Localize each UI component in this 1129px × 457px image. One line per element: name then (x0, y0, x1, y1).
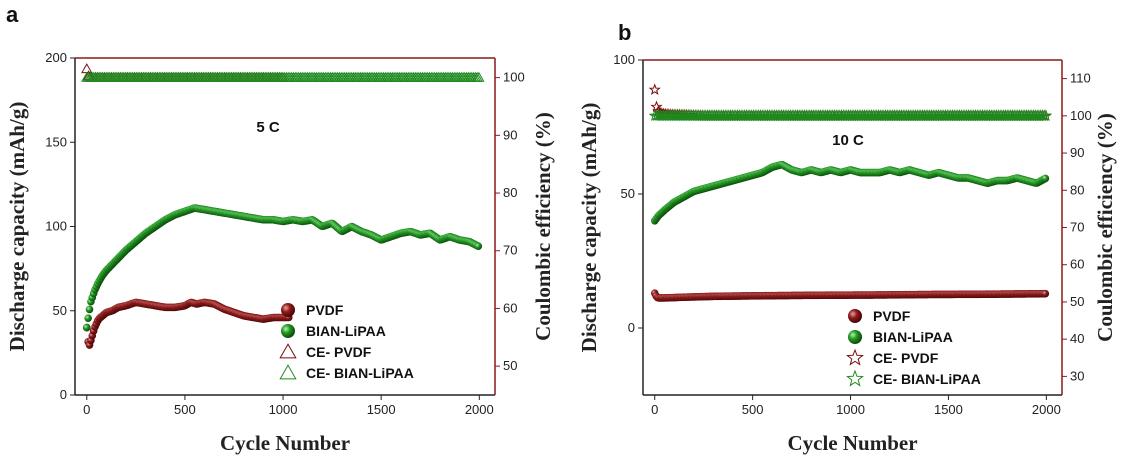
data-marks (81, 63, 485, 349)
x-axis-title: Cycle Number (220, 431, 350, 455)
panel-b: b 0 500 1000 1500 2000 0 50 100 30 40 50 60 70 80 90 100… (577, 20, 1117, 455)
legend-marker (281, 324, 295, 338)
y2-tick-label: 90 (1070, 145, 1084, 160)
y2-tick-label: 60 (1070, 257, 1084, 272)
point-ce-pvdf (81, 63, 93, 74)
legend-marker (848, 330, 862, 344)
y2-tick-label: 110 (1070, 71, 1091, 86)
legend-label: CE- PVDF (306, 344, 372, 360)
panel-letter: b (618, 20, 631, 45)
legend-label: CE- PVDF (873, 350, 939, 366)
y-tick-label: 0 (628, 320, 635, 335)
x-tick-label: 500 (174, 402, 196, 417)
y-tick-label: 50 (621, 186, 635, 201)
legend-marker (279, 343, 297, 359)
point-bian-lipaa (82, 323, 91, 332)
point-bian-lipaa (474, 242, 483, 251)
legend-label: PVDF (306, 302, 344, 318)
y-tick-label: 100 (45, 219, 67, 234)
point-ce-bian-lipaa (473, 71, 485, 82)
x-tick-label: 1500 (934, 402, 963, 417)
y2-tick-label: 100 (1070, 108, 1092, 123)
rate-annotation: 10 C (832, 132, 864, 149)
legend-label: CE- BIAN-LiPAA (873, 371, 981, 387)
y-axis-title: Discharge capacity (mAh/g) (5, 102, 29, 352)
legend-marker (281, 303, 295, 317)
point-ce-pvdf (650, 100, 663, 113)
legend-label: BIAN-LiPAA (873, 329, 953, 345)
y2-tick-label: 70 (503, 243, 517, 258)
y-tick-label: 0 (60, 387, 67, 402)
legend: PVDF BIAN-LiPAA CE- PVDF CE- BIAN-LiPAA (279, 302, 414, 381)
data-marks (648, 83, 1053, 302)
y-tick-label: 50 (53, 303, 67, 318)
y2-tick-label: 70 (1070, 220, 1084, 235)
y2-tick-label: 100 (503, 70, 525, 85)
x-tick-label: 0 (651, 402, 658, 417)
y-axis-title: Discharge capacity (mAh/g) (577, 103, 601, 353)
y2-tick-label: 30 (1070, 368, 1084, 383)
point-bian-lipaa (85, 305, 94, 314)
y2-tick-label: 40 (1070, 331, 1084, 346)
point-bian-lipaa (84, 314, 92, 322)
legend-label: PVDF (873, 308, 911, 324)
x-tick-label: 2000 (465, 402, 494, 417)
point-bian-lipaa (1041, 174, 1050, 183)
x-tick-label: 2000 (1032, 402, 1061, 417)
y-tick-label: 150 (45, 134, 67, 149)
y2-tick-label: 60 (503, 300, 517, 315)
x-axis-title: Cycle Number (787, 431, 917, 455)
y2-tick-label: 50 (1070, 294, 1084, 309)
y2-axis-title: Coulombic efficiency (%) (531, 112, 555, 341)
y2-tick-label: 80 (503, 185, 517, 200)
y-tick-label: 200 (45, 50, 67, 65)
y2-tick-label: 80 (1070, 182, 1084, 197)
panel-letter: a (6, 2, 19, 27)
x-tick-label: 0 (83, 402, 90, 417)
legend-marker (846, 348, 864, 366)
point-pvdf (1041, 289, 1050, 298)
y2-tick-label: 90 (503, 127, 517, 142)
legend-label: BIAN-LiPAA (306, 323, 386, 339)
panel-a: a 0 500 1000 1500 2000 0 50 100 150 200 50 60 70 80 90 1… (5, 2, 555, 455)
point-ce-bian-lipaa (1039, 109, 1053, 122)
legend-label: CE- BIAN-LiPAA (306, 365, 414, 381)
legend: PVDF BIAN-LiPAA CE- PVDF CE- BIAN-LiPAA (846, 308, 981, 387)
legend-marker (846, 369, 864, 387)
rate-annotation: 5 C (256, 119, 280, 136)
legend-marker (848, 309, 862, 323)
x-tick-label: 1000 (836, 402, 865, 417)
y-tick-label: 100 (613, 52, 635, 67)
legend-marker (279, 364, 297, 380)
point-ce-pvdf (648, 83, 661, 95)
x-tick-label: 500 (742, 402, 764, 417)
y2-axis-title: Coulombic efficiency (%) (1093, 113, 1117, 342)
x-tick-label: 1500 (367, 402, 396, 417)
x-tick-label: 1000 (269, 402, 298, 417)
y2-tick-label: 50 (503, 358, 517, 373)
